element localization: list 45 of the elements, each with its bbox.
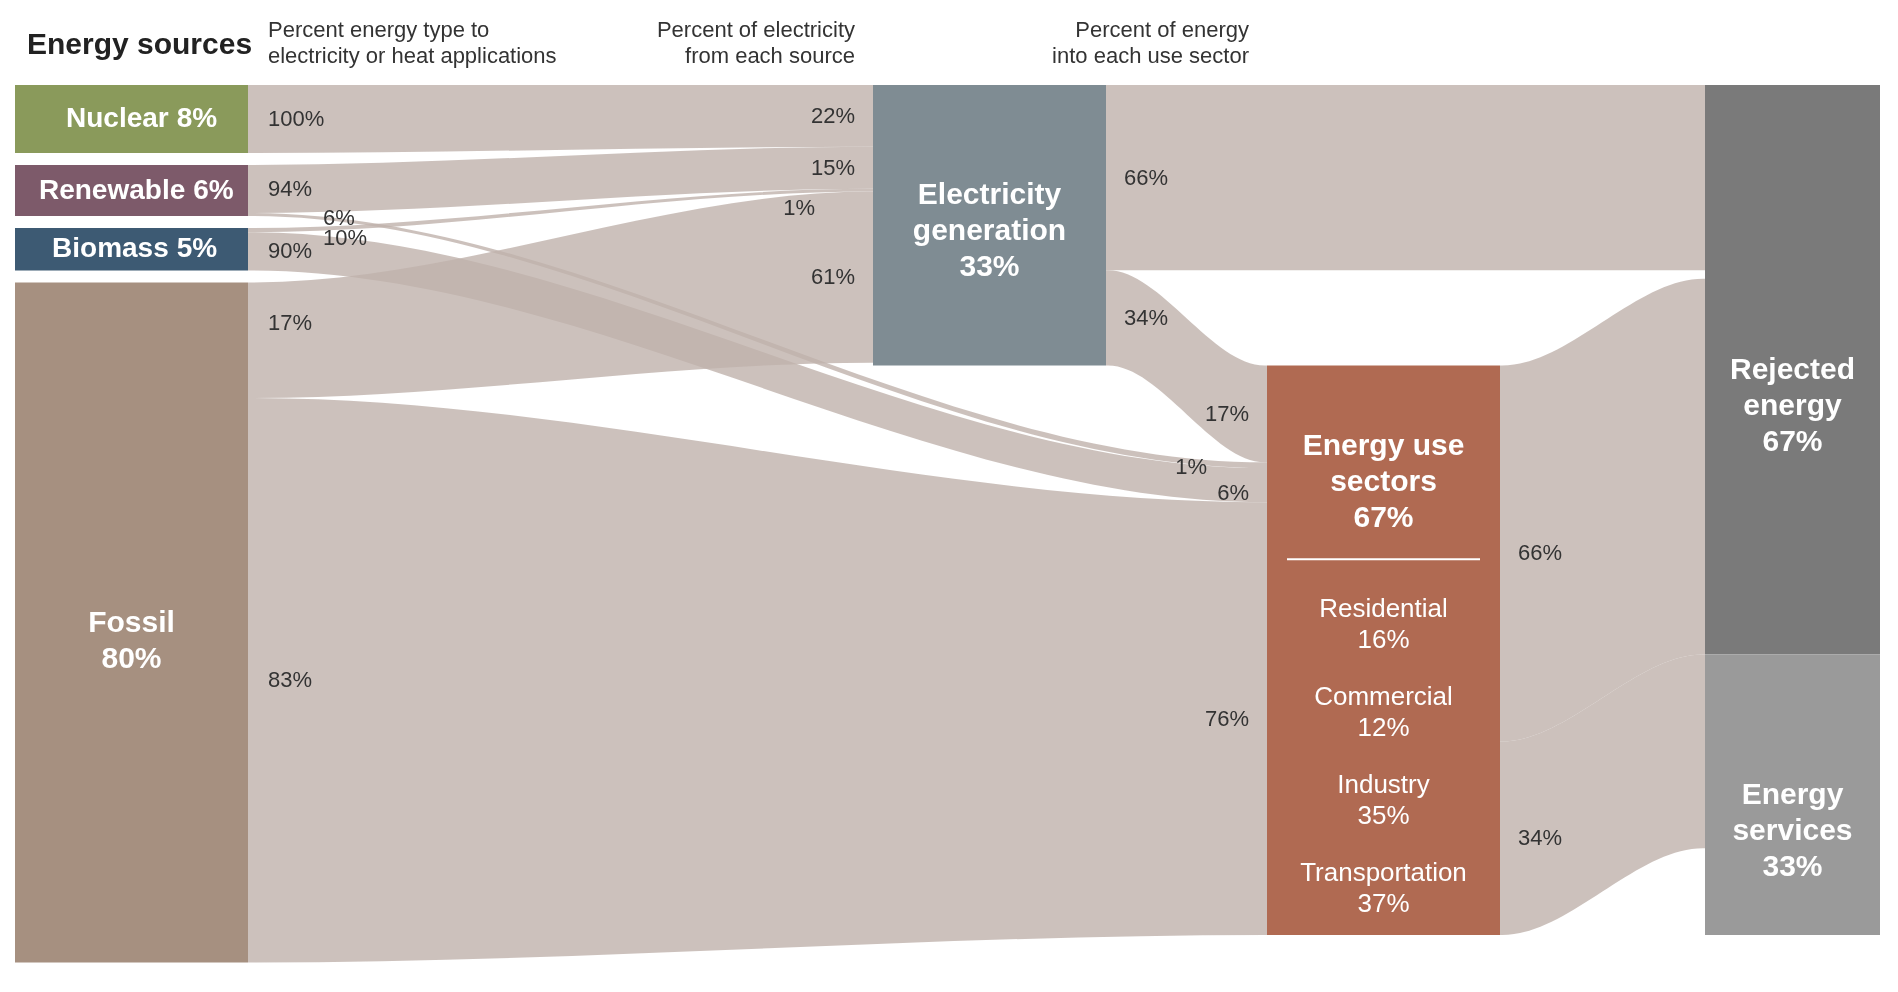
category-label: Biomass [52,232,169,264]
category-label: Fossil [88,604,175,638]
text: 76% [1204,705,1249,731]
category-label: Energy services [1732,776,1853,846]
text: 94% [268,175,313,201]
data-label: 6% [193,173,234,205]
text: 100% [268,106,325,131]
text: 17% [268,309,313,335]
data-label: 5% [176,232,218,264]
category-label: Renewable [38,173,186,205]
category-label: Electricity generation [912,177,1067,246]
text: 22% [810,102,855,128]
text: Percent energy type to electricity or heat applications [268,17,557,69]
text: 66% [1518,540,1563,566]
data-label: 33% [959,249,1020,282]
data-label: 16% [1357,624,1410,655]
text: 34% [1518,825,1563,851]
text: Percent of electricity from each source [656,17,855,69]
category-label: Rejected energy [1729,351,1856,421]
text: 1% [1175,454,1207,480]
text: 1% [783,195,815,221]
text: Percent of energy into each use sector [1052,17,1249,69]
text: 15% [810,154,855,180]
data-label: 35% [1357,800,1410,831]
category-label: Energy use sectors [1302,427,1465,497]
data-label: 37% [1357,888,1410,919]
text: 34% [1124,304,1169,330]
data-label: 33% [1762,848,1823,882]
text: 6% [1217,480,1249,506]
text: 83% [268,667,313,693]
data-label: 67% [1762,423,1823,457]
category-label: Commercial [1314,681,1453,712]
text: 17% [1204,400,1249,426]
text: 66% [1124,164,1169,190]
category-label: Industry [1337,769,1430,800]
category-label: Transportation [1300,857,1467,888]
text: 61% [810,264,855,290]
data-label: 8% [176,102,218,133]
category-label: Residential [1319,593,1448,624]
category-label: Nuclear [66,102,169,133]
text: Energy sources [27,27,253,60]
text: 90% [268,238,313,264]
data-label: 12% [1357,712,1410,743]
data-label: 67% [1353,499,1414,533]
data-label: 80% [101,640,162,674]
